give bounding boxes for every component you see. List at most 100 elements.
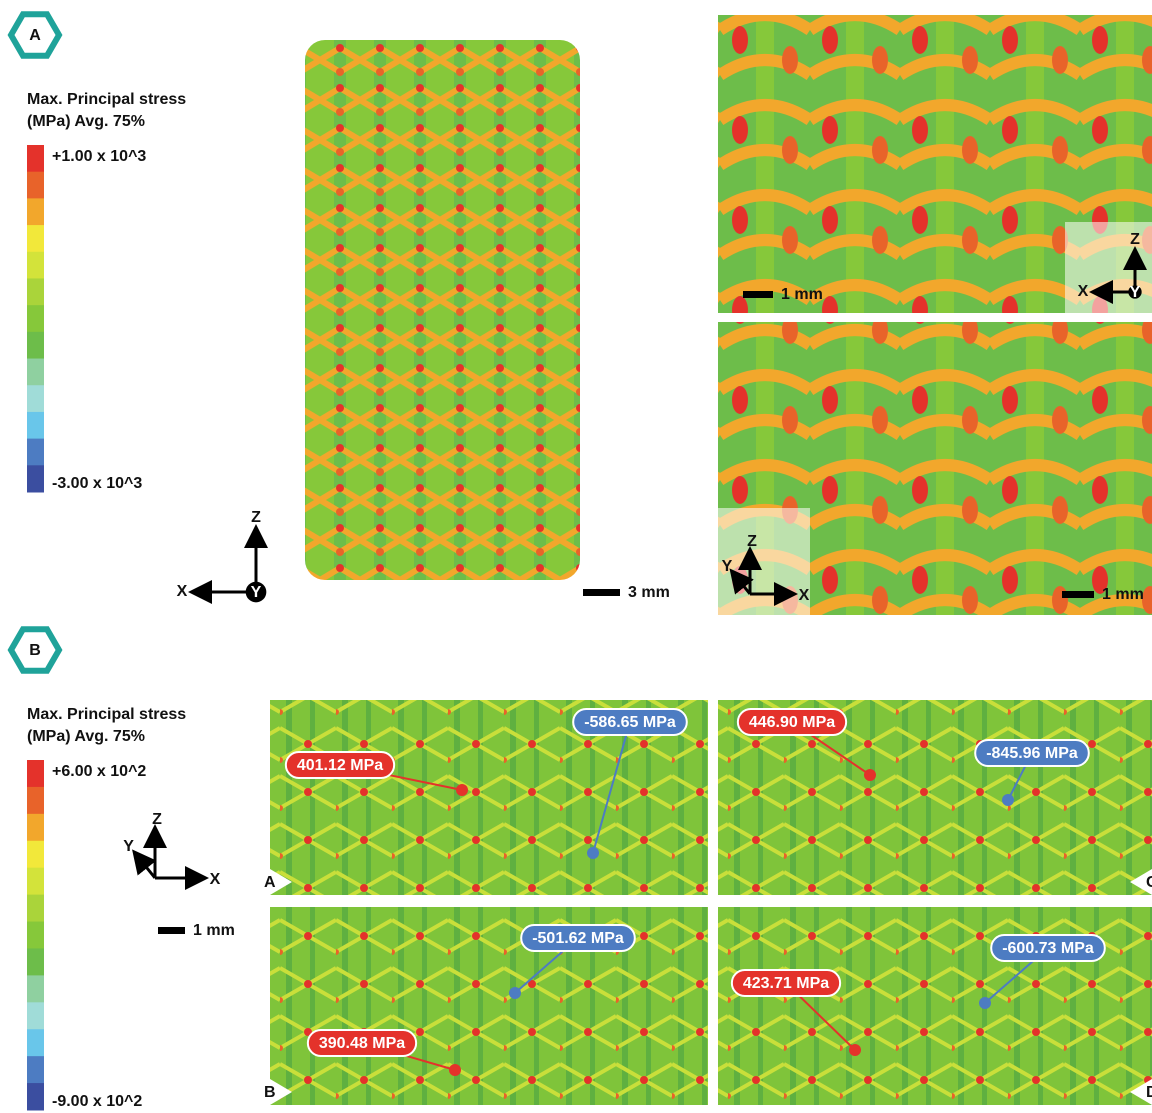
legend-title: (MPa) Avg. 75%	[27, 728, 145, 745]
legend-max: +1.00 x 10^3	[52, 148, 146, 165]
axis-label: Z	[747, 533, 757, 550]
callout-dot	[979, 997, 991, 1009]
callout: 423.71 MPa	[730, 969, 842, 997]
scale-bar	[1062, 591, 1094, 598]
axis-normal	[1128, 285, 1142, 299]
panel-badge	[7, 11, 63, 59]
legend-swatch	[27, 145, 44, 173]
callout-dot	[849, 1044, 861, 1056]
legend-swatch	[27, 465, 44, 493]
legend-max: +6.00 x 10^2	[52, 763, 146, 780]
axis-label: Z	[1130, 231, 1140, 248]
legend-swatch	[27, 1029, 44, 1057]
view-label: C	[1146, 874, 1152, 891]
axis-label: Y	[251, 584, 262, 601]
callout-dot	[449, 1064, 461, 1076]
axis-arrow	[729, 568, 754, 595]
callout-text: -586.65 MPa	[584, 714, 676, 731]
callout: 401.12 MPa	[284, 751, 396, 779]
view-tab	[270, 869, 292, 895]
scale-label: 3 mm	[628, 584, 670, 601]
axis-label: X	[210, 871, 221, 888]
legend-swatch	[27, 813, 44, 842]
legend-swatch	[27, 278, 44, 306]
axis-label: Y	[722, 558, 733, 575]
legend-title: Max. Principal stress	[27, 91, 186, 108]
legend-swatch	[27, 921, 44, 949]
legend-swatch	[27, 760, 44, 788]
scale-label: 1 mm	[781, 286, 823, 303]
legend-swatch	[27, 225, 44, 253]
legend-swatch	[27, 305, 44, 333]
legend-swatch	[27, 251, 44, 279]
callout: -586.65 MPa	[572, 708, 688, 736]
callout-leader	[592, 721, 631, 854]
legend-min: -9.00 x 10^2	[52, 1093, 142, 1110]
callout-text: -600.73 MPa	[1002, 940, 1094, 957]
view-tab	[1130, 1079, 1152, 1105]
callout: -501.62 MPa	[520, 924, 636, 952]
scale-bar	[583, 589, 620, 596]
legend-swatch	[27, 948, 44, 976]
legend-swatch	[27, 1002, 44, 1030]
callout-dot	[864, 769, 876, 781]
scale-bar	[158, 927, 185, 934]
callout-bubble	[990, 934, 1106, 962]
legend-min: -3.00 x 10^3	[52, 475, 142, 492]
view-label: D	[1146, 1084, 1152, 1101]
section-image	[270, 907, 708, 1105]
callout-text: -501.62 MPa	[532, 930, 624, 947]
callout: -600.73 MPa	[990, 934, 1106, 962]
callout-bubble	[736, 708, 848, 736]
callout-dot	[1002, 794, 1014, 806]
callout-bubble	[520, 924, 636, 952]
legend-swatch	[27, 385, 44, 413]
panel-label: B	[29, 642, 41, 659]
legend-swatch	[27, 438, 44, 466]
view-tab	[270, 1079, 292, 1105]
legend-swatch	[27, 331, 44, 360]
axis-label: Z	[152, 811, 162, 828]
callout-bubble	[974, 739, 1090, 767]
axis-label: X	[1078, 283, 1089, 300]
callout-bubble	[730, 969, 842, 997]
scale-label: 1 mm	[193, 922, 235, 939]
scale-bar	[743, 291, 773, 298]
callout-text: 446.90 MPa	[749, 714, 835, 731]
legend-title: (MPa) Avg. 75%	[27, 113, 145, 130]
legend-swatch	[27, 1083, 44, 1111]
view-label: A	[264, 874, 276, 891]
legend-title: Max. Principal stress	[27, 706, 186, 723]
callout-dot	[509, 987, 521, 999]
legend-swatch	[27, 198, 44, 226]
panel-badge	[7, 626, 63, 674]
legend-swatch	[27, 840, 44, 869]
callout-text: -845.96 MPa	[986, 745, 1078, 762]
axis-normal	[245, 581, 267, 603]
legend-swatch	[27, 171, 44, 199]
axis-label: Y	[123, 838, 134, 855]
callout: 390.48 MPa	[306, 1029, 418, 1057]
callout-bubble	[572, 708, 688, 736]
axis-label: Y	[1130, 284, 1141, 301]
view-tab	[1130, 869, 1152, 895]
legend-swatch	[27, 975, 44, 1003]
callout-dot	[456, 784, 468, 796]
callout: 446.90 MPa	[736, 708, 848, 736]
axis-arrow	[132, 849, 157, 879]
panel-label: A	[29, 27, 41, 44]
callout: -845.96 MPa	[974, 739, 1090, 767]
legend-swatch	[27, 894, 44, 923]
lattice-image	[305, 40, 580, 580]
view-label: B	[264, 1084, 276, 1101]
axis-label: X	[177, 583, 188, 600]
legend-swatch	[27, 358, 44, 386]
callout-text: 423.71 MPa	[743, 975, 829, 992]
scale-label: 1 mm	[1102, 586, 1144, 603]
legend-swatch	[27, 1056, 44, 1084]
callout-text: 401.12 MPa	[297, 757, 383, 774]
axis-label: X	[799, 587, 810, 604]
legend-swatch	[27, 786, 44, 815]
axis-label: Z	[251, 509, 261, 526]
legend-swatch	[27, 411, 44, 440]
